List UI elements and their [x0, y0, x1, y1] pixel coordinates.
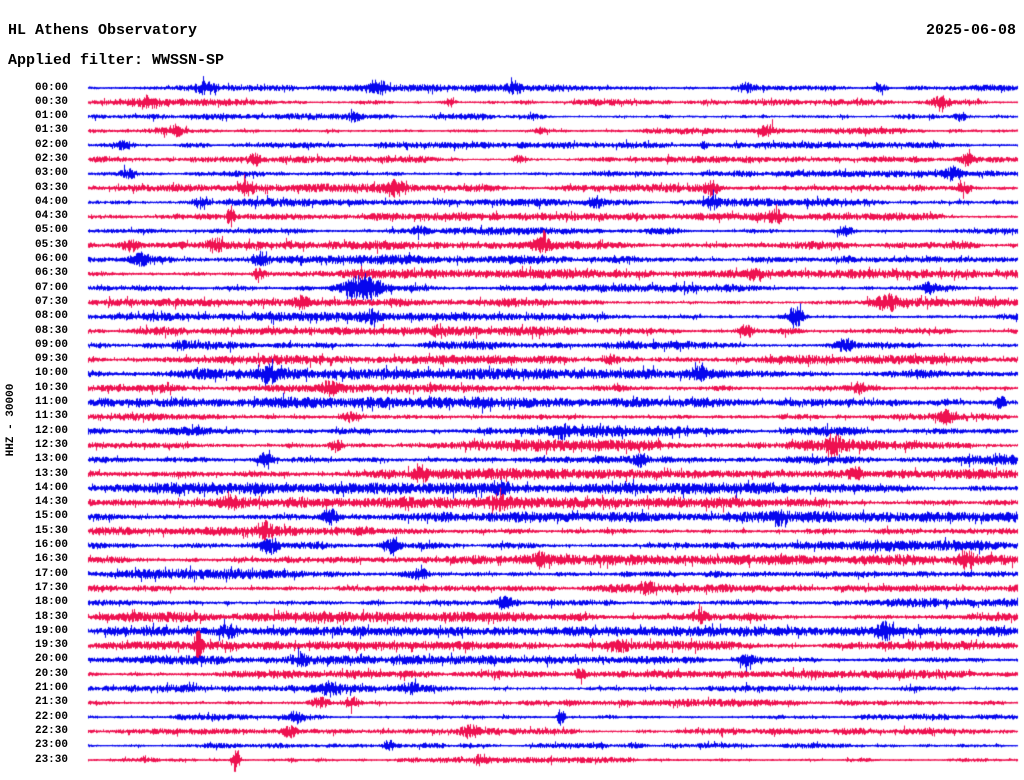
row-time-label: 11:00 [34, 396, 68, 409]
row-time-label: 20:00 [34, 653, 68, 666]
row-time-label: 11:30 [34, 410, 68, 423]
row-time-label: 16:00 [34, 539, 68, 552]
row-time-label: 23:00 [34, 739, 68, 752]
row-time-label: 06:30 [34, 267, 68, 280]
row-time-label: 02:00 [34, 138, 68, 151]
row-time-label: 09:30 [34, 353, 68, 366]
row-time-label: 02:30 [34, 152, 68, 165]
row-time-label: 23:30 [34, 753, 68, 766]
row-time-label: 19:00 [34, 624, 68, 637]
row-time-label: 19:30 [34, 639, 68, 652]
row-time-label: 12:30 [34, 438, 68, 451]
row-time-label: 07:00 [34, 281, 68, 294]
row-time-label: 14:30 [34, 496, 68, 509]
row-time-label: 15:00 [34, 510, 68, 523]
time-axis: 00:00 00:30 01:00 01:30 02:00 02:30 03:00 03:30… [0, 0, 70, 780]
row-time-label: 13:30 [34, 467, 68, 480]
row-time-label: 10:00 [34, 367, 68, 380]
row-time-label: 00:30 [34, 95, 68, 108]
row-time-label: 18:00 [34, 596, 68, 609]
row-time-label: 14:00 [34, 481, 68, 494]
row-time-label: 16:30 [34, 553, 68, 566]
row-time-label: 01:00 [34, 110, 68, 123]
row-time-label: 17:30 [34, 581, 68, 594]
row-time-label: 10:30 [34, 381, 68, 394]
row-time-label: 05:30 [34, 238, 68, 251]
row-time-label: 22:30 [34, 724, 68, 737]
row-time-label: 01:30 [34, 124, 68, 137]
row-time-label: 03:30 [34, 181, 68, 194]
row-time-label: 21:30 [34, 696, 68, 709]
row-time-label: 12:00 [34, 424, 68, 437]
row-time-label: 04:00 [34, 195, 68, 208]
row-time-label: 08:30 [34, 324, 68, 337]
row-time-label: 17:00 [34, 567, 68, 580]
row-time-label: 06:00 [34, 253, 68, 266]
row-time-label: 22:00 [34, 710, 68, 723]
row-time-label: 21:00 [34, 682, 68, 695]
row-time-label: 18:30 [34, 610, 68, 623]
row-time-label: 15:30 [34, 524, 68, 537]
row-time-label: 05:00 [34, 224, 68, 237]
row-time-label: 03:00 [34, 167, 68, 180]
row-time-label: 13:00 [34, 453, 68, 466]
row-time-label: 09:00 [34, 338, 68, 351]
row-time-label: 07:30 [34, 295, 68, 308]
row-time-label: 08:00 [34, 310, 68, 323]
row-time-label: 04:30 [34, 210, 68, 223]
row-time-label: 00:00 [34, 81, 68, 94]
row-time-label: 20:30 [34, 667, 68, 680]
